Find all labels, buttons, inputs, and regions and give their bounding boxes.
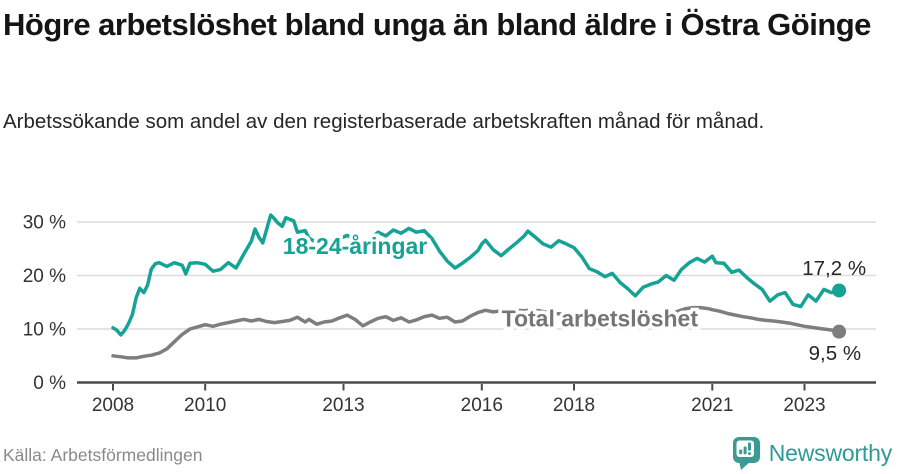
series-label: Total arbetslöshet [502,305,699,331]
x-axis-label: 2023 [783,395,825,416]
source-note: Källa: Arbetsförmedlingen [3,445,203,465]
x-axis-label: 2016 [461,395,503,416]
y-axis-label: 20 % [23,266,66,287]
x-axis-label: 2010 [184,395,226,416]
newsworthy-logo: Newsworthy [732,436,892,471]
x-axis-label: 2018 [553,395,595,416]
newsworthy-logo-text: Newsworthy [768,440,892,466]
page-title: Högre arbetslöshet bland unga än bland ä… [3,7,871,42]
newsworthy-logo-icon [732,437,760,470]
series-end-dot [832,324,847,339]
series-end-value: 17,2 % [802,257,866,280]
series-line-youth [111,213,841,337]
y-axis-label: 30 % [23,213,66,234]
page-subtitle: Arbetssökande som andel av den registerb… [3,110,765,133]
series-label: 18-24-åringar [283,233,428,259]
x-axis-label: 2013 [322,395,364,416]
series-end-value: 9,5 % [809,342,861,365]
x-axis-label: 2021 [691,395,733,416]
unemployment-line-chart: 0 % 10 % 20 % 30 % 2008 2010 2013 2016 2018 2021 2… [23,213,876,416]
y-axis-label: 10 % [23,320,66,341]
x-axis-label: 2008 [92,395,134,416]
series-end-dot [832,283,847,298]
series-line-total [111,305,841,360]
y-axis-label: 0 % [33,373,66,394]
